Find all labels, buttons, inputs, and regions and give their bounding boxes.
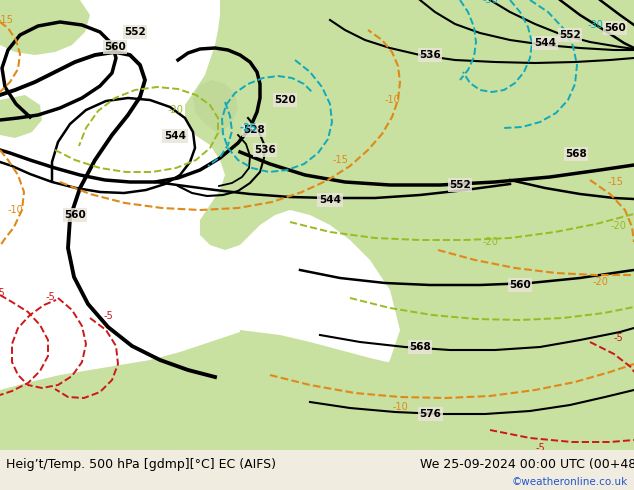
Text: -5: -5: [535, 443, 545, 453]
Text: -20: -20: [592, 277, 608, 287]
Text: 560: 560: [604, 23, 626, 33]
Text: 560: 560: [64, 210, 86, 220]
Polygon shape: [275, 0, 400, 135]
Bar: [0, 450, 634, 490]
Text: Heig’t/Temp. 500 hPa [gdmp][°C] EC (AIFS): Heig’t/Temp. 500 hPa [gdmp][°C] EC (AIFS…: [6, 458, 276, 470]
Polygon shape: [415, 0, 634, 110]
Polygon shape: [255, 0, 350, 140]
Text: -5: -5: [45, 292, 55, 302]
Text: -5: -5: [613, 333, 623, 343]
Text: 544: 544: [164, 131, 186, 141]
Text: -15: -15: [607, 177, 623, 187]
Text: 552: 552: [559, 30, 581, 40]
Polygon shape: [0, 95, 42, 138]
Text: 552: 552: [124, 27, 146, 37]
Text: -30: -30: [587, 20, 603, 30]
Polygon shape: [185, 0, 634, 490]
Text: 560: 560: [104, 42, 126, 52]
Text: 536: 536: [254, 145, 276, 155]
Text: -5: -5: [103, 311, 113, 321]
Polygon shape: [0, 0, 90, 55]
Text: -25: -25: [239, 123, 257, 133]
Text: -15: -15: [332, 155, 348, 165]
Text: 552: 552: [449, 180, 471, 190]
Text: 544: 544: [319, 195, 341, 205]
Text: We 25-09-2024 00:00 UTC (00+48): We 25-09-2024 00:00 UTC (00+48): [420, 458, 634, 470]
Polygon shape: [0, 460, 390, 490]
Text: 520: 520: [274, 95, 296, 105]
Text: -10: -10: [7, 205, 23, 215]
Text: -10: -10: [392, 402, 408, 412]
Text: -15: -15: [0, 15, 13, 25]
Text: -20: -20: [610, 221, 626, 231]
Text: -30: -30: [482, 0, 498, 5]
Text: 528: 528: [243, 125, 265, 135]
Text: 544: 544: [534, 38, 556, 48]
Text: 536: 536: [419, 50, 441, 60]
Text: 568: 568: [565, 149, 587, 159]
Text: 560: 560: [509, 280, 531, 290]
Text: -20: -20: [482, 237, 498, 247]
Text: -20: -20: [167, 105, 183, 115]
Polygon shape: [0, 330, 634, 490]
Text: -10: -10: [384, 95, 400, 105]
Text: -5: -5: [0, 288, 5, 298]
Text: 576: 576: [419, 409, 441, 419]
Text: ©weatheronline.co.uk: ©weatheronline.co.uk: [512, 477, 628, 487]
Text: 568: 568: [409, 342, 431, 352]
Polygon shape: [193, 80, 238, 135]
